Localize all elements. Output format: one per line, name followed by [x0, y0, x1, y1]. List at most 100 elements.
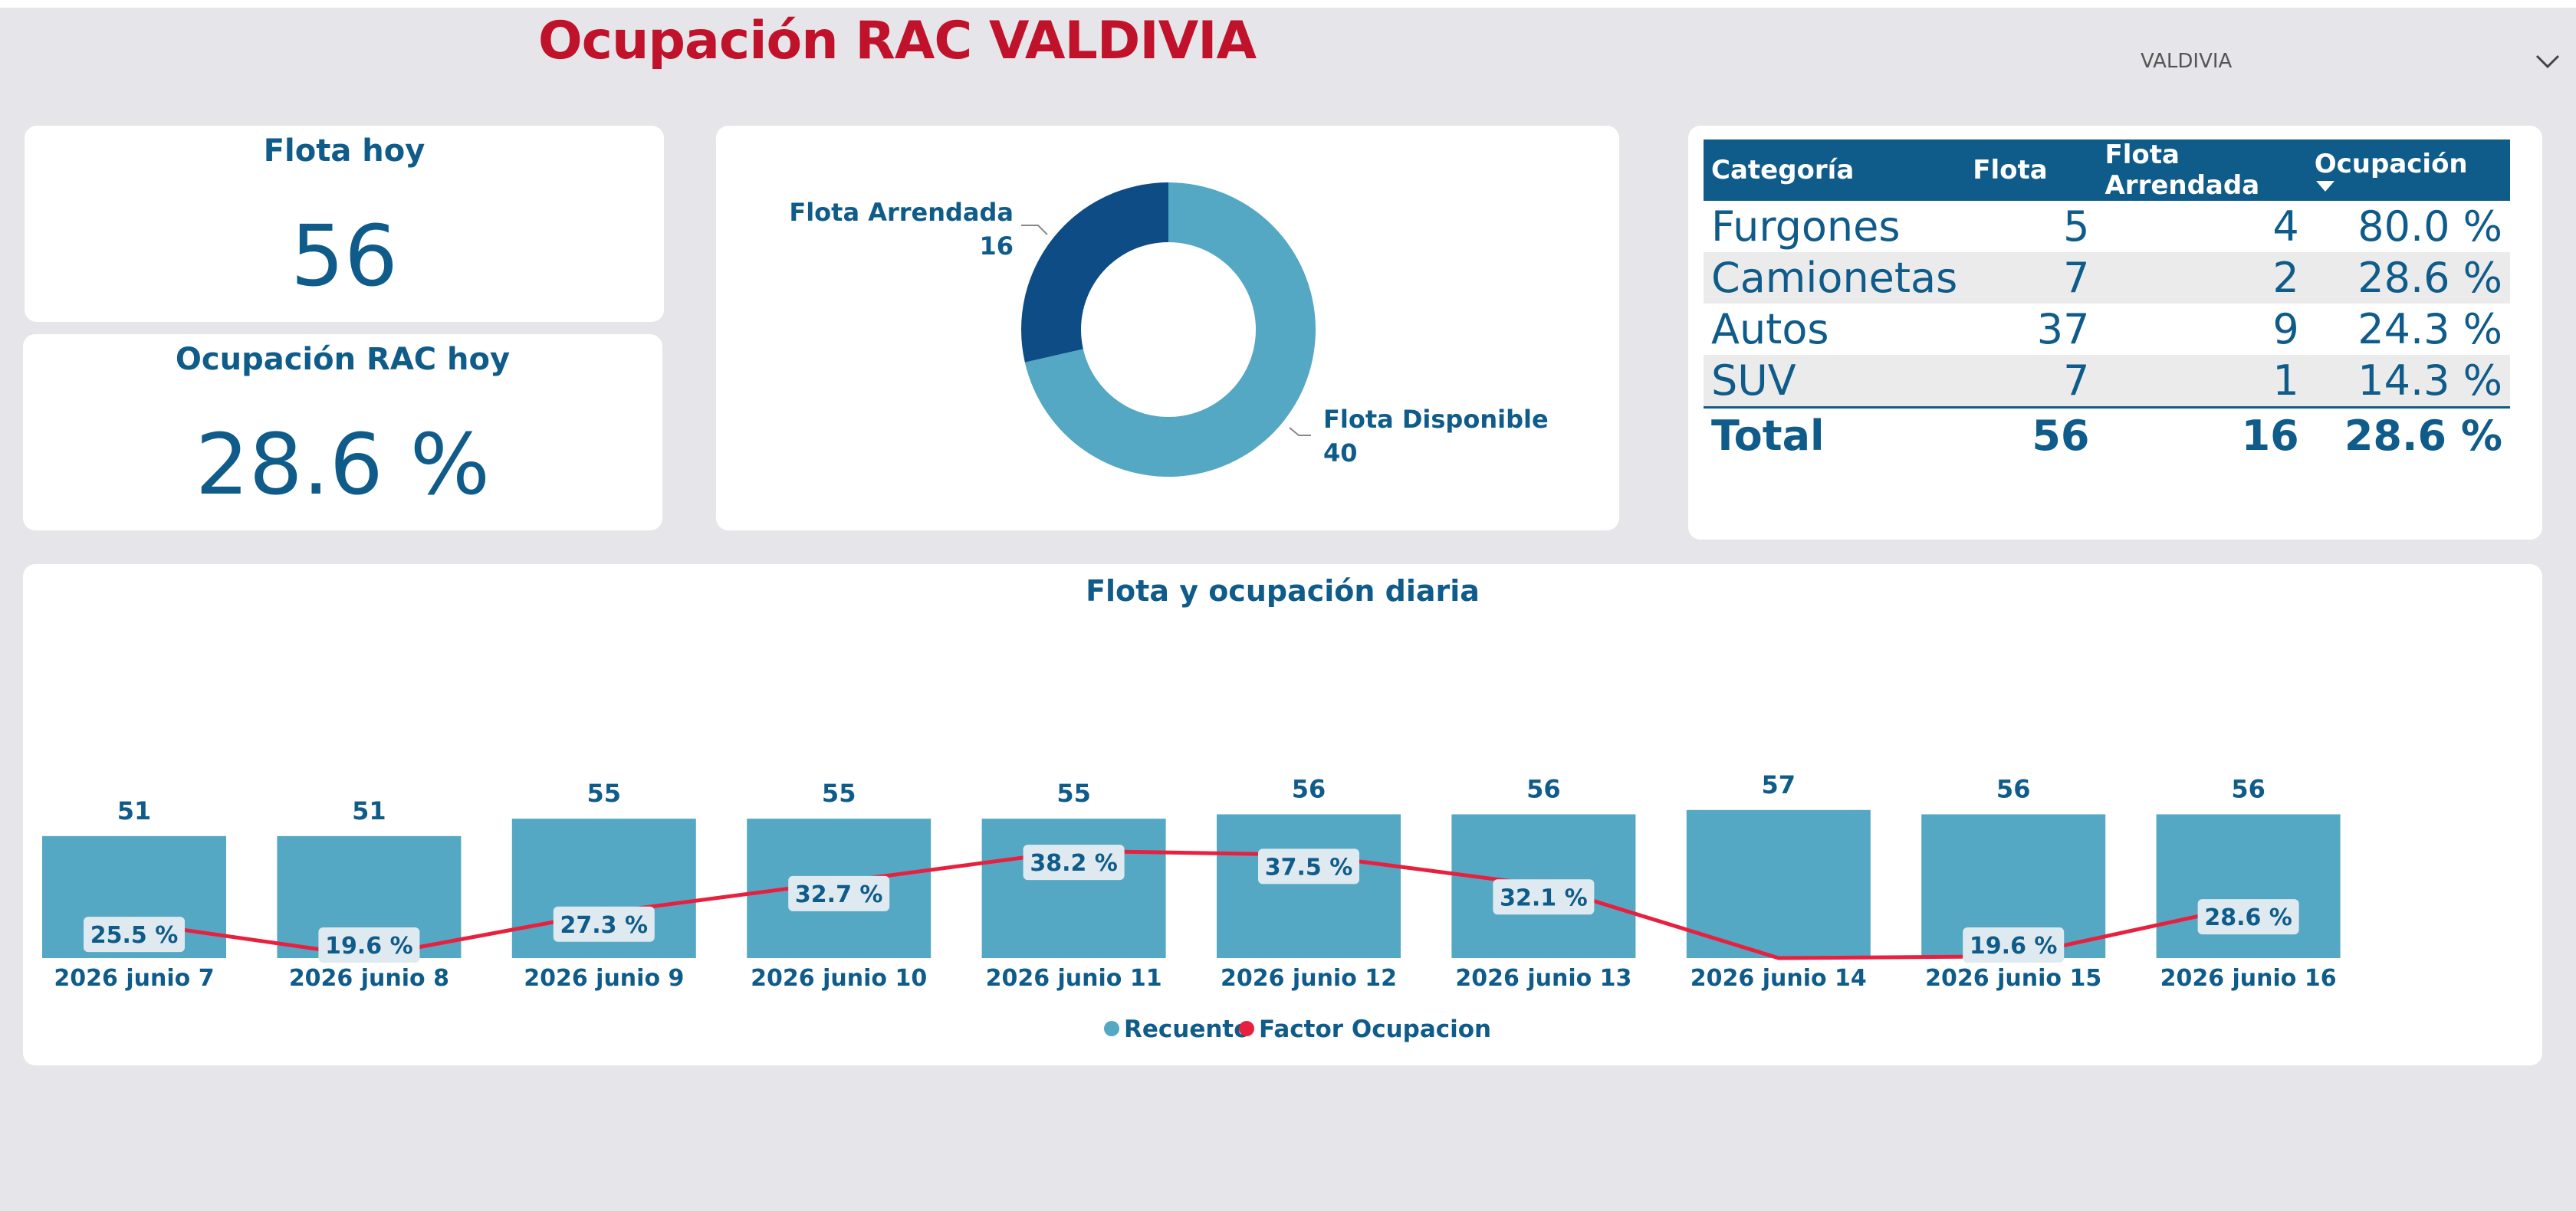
x-tick-label: 2026 junio 15: [1925, 965, 2101, 992]
cell-fleet: 7: [1965, 355, 2098, 408]
cell-fleet: 7: [1965, 252, 2098, 304]
bar[interactable]: [1217, 814, 1401, 958]
table-row[interactable]: SUV 7 1 14.3 %: [1704, 355, 2510, 408]
slicer-value: VALDIVIA: [2141, 50, 2233, 73]
bar-value-label: 51: [352, 796, 386, 825]
bar-value-label: 57: [1762, 770, 1796, 799]
category-table: Categoría Flota Flota Arrendada Ocupació…: [1704, 139, 2510, 462]
bar-value-label: 56: [1996, 774, 2031, 803]
occupancy-label: 19.6 %: [1970, 933, 2058, 960]
col-header-ocupacion[interactable]: Ocupación: [2306, 139, 2510, 201]
total-rented: 16: [2097, 406, 2307, 462]
cell-occupancy: 24.3 %: [2358, 305, 2502, 353]
daily-chart-card: Flota y ocupación diaria 51 2026 junio 7 51…: [23, 564, 2542, 1065]
cell-fleet: 5: [2063, 202, 2090, 251]
kpi-occupancy-value: 28.6 %: [195, 415, 491, 514]
total-label: Total: [1704, 406, 1966, 462]
col-header-flota-arrendada[interactable]: Flota Arrendada: [2097, 139, 2307, 201]
x-tick-label: 2026 junio 8: [289, 965, 449, 992]
legend-label-recuento[interactable]: Recuento: [1124, 1016, 1250, 1043]
cell-fleet: 37: [2036, 305, 2090, 353]
col-header-flota[interactable]: Flota: [1965, 139, 2098, 201]
cell-rented: 2: [2097, 252, 2307, 304]
bar-value-label: 55: [822, 779, 856, 808]
total-occupancy: 28.6 %: [2306, 406, 2510, 462]
cell-rented: 9: [2272, 305, 2299, 353]
daily-combo-chart: Flota y ocupación diaria 51 2026 junio 7 51…: [42, 574, 2341, 1043]
occupancy-label: 32.1 %: [1500, 884, 1588, 911]
cell-rented: 1: [2097, 355, 2307, 408]
occupancy-label: 25.5 %: [90, 922, 179, 949]
occupancy-label-bg: [788, 875, 890, 911]
leader-line: [1289, 427, 1311, 436]
legend-marker-factor: [1239, 1021, 1254, 1036]
table-total-row: Total 56 16 28.6 %: [1704, 406, 2510, 462]
x-tick-label: 2026 junio 9: [524, 965, 684, 992]
bar[interactable]: [2156, 814, 2341, 958]
x-tick-label: 2026 junio 10: [751, 965, 927, 992]
x-tick-label: 2026 junio 12: [1221, 965, 1397, 992]
donut-card: Flota Arrendada 16 Flota Disponible 40: [716, 126, 1619, 530]
occupancy-line: [133, 848, 2249, 960]
occupancy-label-bg: [2197, 899, 2299, 935]
x-tick-label: 2026 junio 16: [2160, 965, 2337, 992]
occupancy-label-bg: [1963, 927, 2065, 963]
donut-label-disponible: Flota Disponible: [1323, 405, 1549, 434]
col-header-categoria[interactable]: Categoría: [1704, 139, 1966, 201]
cell-category: SUV: [1704, 355, 1966, 408]
page-title: Ocupación RAC VALDIVIA: [537, 11, 1257, 71]
occupancy-label-bg: [553, 906, 655, 942]
occupancy-label: 27.3 %: [560, 912, 649, 939]
donut-value-arrendada: 16: [979, 231, 1014, 261]
bar-value-label: 55: [587, 779, 622, 808]
occupancy-label: 28.6 %: [2204, 904, 2292, 931]
occupancy-label: 37.5 %: [1265, 854, 1353, 881]
legend-label-factor[interactable]: Factor Ocupacion: [1259, 1016, 1491, 1043]
bar-value-label: 51: [117, 796, 152, 825]
cell-category: Camionetas: [1704, 252, 1966, 304]
chevron-down-icon[interactable]: [2535, 53, 2561, 70]
occupancy-label-bg: [1023, 845, 1125, 881]
donut-slice-disponible[interactable]: [1024, 182, 1316, 477]
x-tick-label: 2026 junio 11: [986, 965, 1162, 992]
donut-chart: Flota Arrendada 16 Flota Disponible 40: [789, 182, 1549, 477]
category-table-card: Categoría Flota Flota Arrendada Ocupació…: [1688, 126, 2542, 540]
occupancy-label-bg: [84, 917, 185, 953]
kpi-fleet-card: Flota hoy 56: [25, 126, 664, 322]
bar-value-label: 55: [1056, 779, 1091, 808]
kpi-occupancy-label: Ocupación RAC hoy: [175, 342, 511, 377]
x-tick-label: 2026 junio 13: [1455, 965, 1631, 992]
top-band: [0, 0, 2576, 8]
chart-title: Flota y ocupación diaria: [1086, 574, 1480, 608]
occupancy-label-bg: [1258, 848, 1359, 884]
bar-value-label: 56: [1526, 774, 1561, 803]
total-fleet: 56: [1965, 406, 2098, 462]
kpi-fleet-value: 56: [291, 207, 398, 305]
table-row[interactable]: Autos 37 9 24.3 %: [1704, 304, 2510, 355]
cell-occupancy: 14.3 %: [2306, 355, 2510, 408]
table-row[interactable]: Furgones 5 4 80.0 %: [1704, 201, 2510, 252]
cell-occupancy: 28.6 %: [2306, 252, 2510, 304]
bar[interactable]: [981, 819, 1166, 958]
kpi-occupancy-card: Ocupación RAC hoy 28.6 %: [23, 334, 662, 530]
occupancy-label: 32.7 %: [795, 881, 883, 908]
occupancy-label-bg: [1493, 879, 1595, 915]
kpi-fleet-label: Flota hoy: [263, 133, 426, 169]
bar-value-label: 56: [1292, 774, 1326, 803]
cell-occupancy: 80.0 %: [2358, 202, 2502, 251]
legend-marker-recuento: [1104, 1021, 1119, 1036]
x-tick-label: 2026 junio 14: [1691, 965, 1867, 992]
donut-slice-arrendada[interactable]: [1021, 182, 1168, 363]
table-row[interactable]: Camionetas 7 2 28.6 %: [1704, 252, 2510, 304]
cell-category: Furgones: [1711, 202, 1901, 251]
occupancy-label-bg: [318, 927, 420, 963]
bar[interactable]: [1686, 809, 1871, 958]
x-tick-label: 2026 junio 7: [54, 965, 214, 992]
cell-category: Autos: [1711, 305, 1829, 353]
occupancy-label: 19.6 %: [325, 933, 413, 960]
leader-line: [1021, 225, 1048, 235]
city-slicer[interactable]: VALDIVIA: [2131, 44, 2561, 78]
occupancy-label: 38.2 %: [1030, 850, 1118, 877]
bar-value-label: 56: [2231, 774, 2266, 803]
donut-label-arrendada: Flota Arrendada: [789, 198, 1014, 227]
